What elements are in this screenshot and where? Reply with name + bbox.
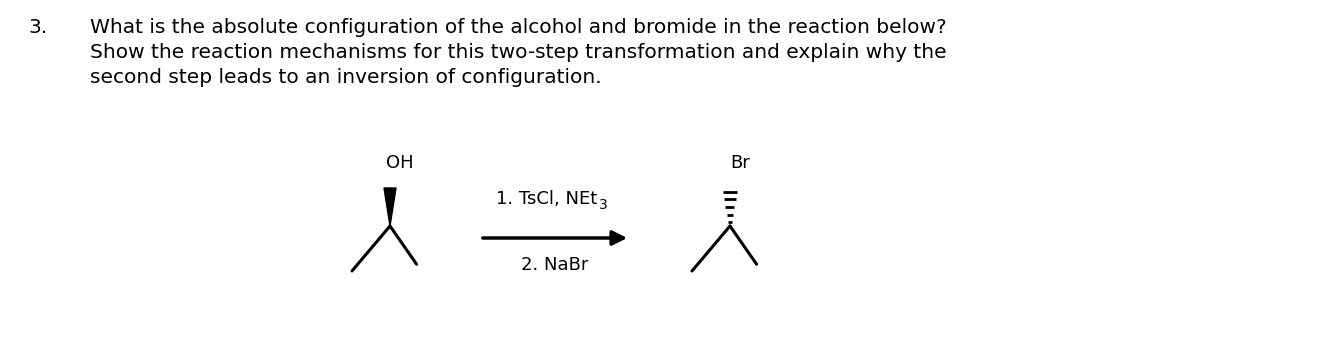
Text: OH: OH — [386, 154, 414, 172]
Text: Br: Br — [730, 154, 750, 172]
Text: 3: 3 — [599, 198, 608, 212]
Text: What is the absolute configuration of the alcohol and bromide in the reaction be: What is the absolute configuration of th… — [90, 18, 947, 37]
Text: second step leads to an inversion of configuration.: second step leads to an inversion of con… — [90, 68, 602, 87]
Text: 3.: 3. — [28, 18, 46, 37]
Polygon shape — [384, 188, 396, 226]
Text: 2. NaBr: 2. NaBr — [522, 256, 588, 274]
Text: 1. TsCl, NEt: 1. TsCl, NEt — [497, 190, 598, 208]
Text: Show the reaction mechanisms for this two-step transformation and explain why th: Show the reaction mechanisms for this tw… — [90, 43, 947, 62]
